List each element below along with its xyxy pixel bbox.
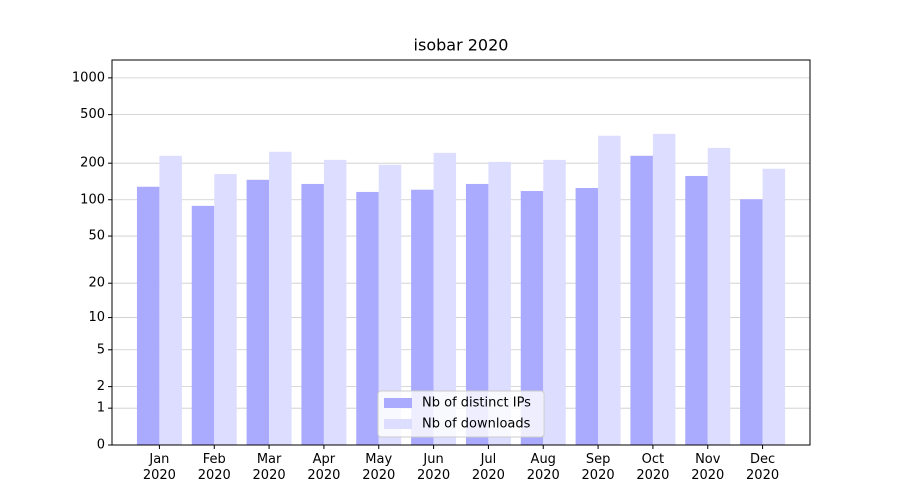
- y-tick-label: 0: [97, 438, 105, 453]
- x-tick-label: Jul 2020: [471, 452, 505, 483]
- bar: [214, 173, 237, 445]
- y-tick-label: 5: [97, 342, 105, 357]
- bar: [356, 191, 379, 445]
- y-tick-label: 1000: [72, 70, 105, 85]
- bar: [465, 183, 489, 445]
- y-tick-label: 100: [80, 192, 105, 207]
- legend-swatch: [384, 398, 412, 408]
- legend-label: Nb of downloads: [422, 417, 531, 432]
- bar: [136, 186, 160, 445]
- chart-title: isobar 2020: [414, 36, 509, 55]
- bar: [575, 187, 599, 445]
- x-tick-label: Jan 2020: [142, 452, 176, 483]
- y-tick-label: 50: [88, 229, 105, 244]
- x-tick-label: Nov 2020: [691, 452, 725, 483]
- legend-box: [377, 390, 545, 438]
- x-tick-label: Dec 2020: [746, 452, 780, 483]
- bar: [191, 205, 215, 445]
- x-tick-label: Oct 2020: [636, 452, 670, 483]
- bar: [269, 151, 292, 445]
- x-tick-label: May 2020: [362, 452, 396, 483]
- bar: [323, 159, 347, 445]
- y-tick-label: 200: [80, 156, 105, 171]
- x-tick-label: Sep 2020: [581, 452, 615, 483]
- x-tick-label: Apr 2020: [307, 452, 341, 483]
- bar: [685, 175, 708, 445]
- bar: [488, 161, 511, 446]
- plot-frame: [111, 59, 811, 446]
- legend: Nb of distinct IPs Nb of downloads: [377, 390, 545, 438]
- y-tick-label: 1: [97, 401, 105, 416]
- x-tick-label: Feb 2020: [197, 452, 231, 483]
- bar: [707, 147, 731, 445]
- bar: [411, 189, 434, 445]
- x-tick-label: Mar 2020: [252, 452, 286, 483]
- x-tick-label: Jun 2020: [417, 452, 451, 483]
- legend-swatch: [384, 419, 412, 429]
- bar: [543, 159, 566, 445]
- bar: [159, 155, 182, 446]
- bar: [301, 183, 324, 445]
- y-tick-label: 10: [88, 310, 105, 325]
- x-tick-label: Aug 2020: [526, 452, 560, 483]
- bar: [740, 199, 763, 445]
- bar: [246, 179, 270, 445]
- legend-label: Nb of distinct IPs: [422, 396, 531, 411]
- y-tick-label: 500: [80, 107, 105, 122]
- bar: [520, 191, 544, 445]
- bar: [598, 135, 621, 445]
- bar: [433, 152, 457, 445]
- bar: [630, 155, 653, 446]
- bar: [652, 133, 676, 445]
- y-tick-label: 2: [97, 379, 105, 394]
- y-tick-label: 20: [88, 276, 105, 291]
- bar: [378, 164, 402, 445]
- bar: [762, 168, 786, 445]
